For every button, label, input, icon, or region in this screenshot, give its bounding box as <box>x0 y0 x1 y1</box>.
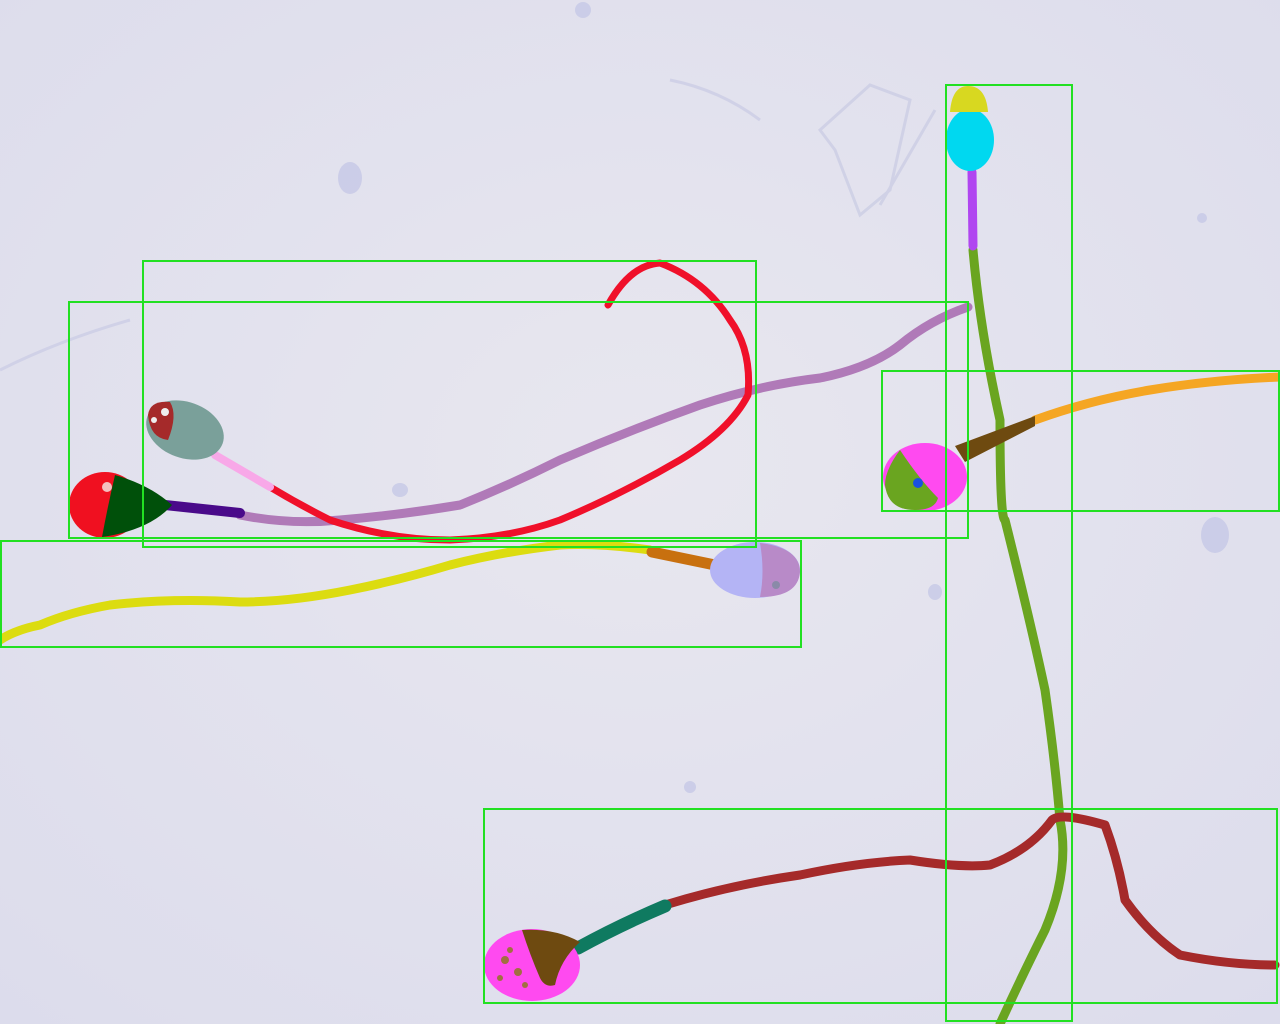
vacuoles <box>497 947 528 988</box>
vacuole <box>151 417 157 423</box>
bounding-box <box>483 808 1278 1004</box>
bounding-box <box>881 370 1280 512</box>
head <box>946 109 994 171</box>
bounding-box <box>945 84 1073 1022</box>
vacuole <box>102 482 112 492</box>
sperm-vertical <box>946 86 1068 1024</box>
vacuole <box>913 478 923 488</box>
acrosome <box>950 86 988 112</box>
vacuole <box>772 581 780 589</box>
sperm-bottom <box>484 812 1280 1001</box>
bounding-box <box>0 540 802 648</box>
tail <box>968 245 1068 1024</box>
sperm-red-head <box>69 302 973 538</box>
bounding-box <box>142 260 757 548</box>
midpiece <box>967 167 978 251</box>
midpiece <box>646 546 721 571</box>
bounding-box <box>68 301 969 539</box>
tail <box>660 812 1280 970</box>
sperm-grey-head <box>146 259 753 544</box>
faint-debris-lines <box>0 78 937 372</box>
tail <box>266 259 753 544</box>
bounding-boxes <box>0 84 1280 1022</box>
midpiece <box>571 899 672 955</box>
nucleus <box>522 929 580 986</box>
nucleus <box>885 450 938 510</box>
midpiece <box>211 451 274 491</box>
debris <box>338 2 1229 793</box>
nucleus <box>102 475 172 537</box>
tail <box>235 302 973 527</box>
nucleus <box>760 543 800 597</box>
vacuole <box>161 408 169 416</box>
midpiece <box>160 500 245 518</box>
midpiece <box>955 416 1035 462</box>
tail <box>1030 372 1280 425</box>
